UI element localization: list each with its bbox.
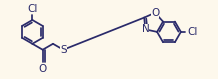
Text: S: S: [60, 45, 67, 55]
Text: Cl: Cl: [27, 4, 37, 14]
Text: Cl: Cl: [187, 27, 198, 37]
Text: O: O: [39, 64, 47, 74]
Text: N: N: [141, 24, 149, 34]
Text: O: O: [151, 8, 159, 18]
